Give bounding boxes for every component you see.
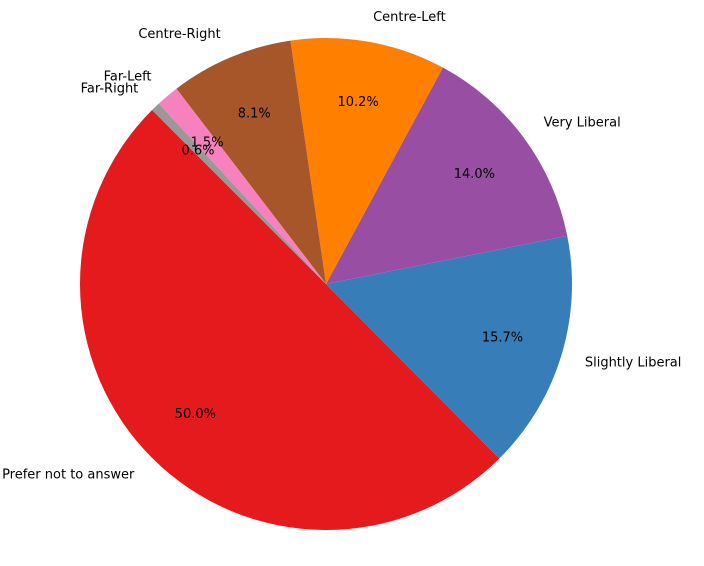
- pie-labels: 50.0% Prefer not to answer 15.7% Slightly L…: [2, 10, 681, 483]
- pie-percent-label: 15.7%: [482, 330, 523, 345]
- pie-slice-centre-right: [176, 40, 326, 284]
- pie-category-label: Far-Right: [81, 82, 139, 97]
- pie-category-label: Prefer not to answer: [2, 468, 135, 483]
- pie-category-label: Slightly Liberal: [585, 355, 682, 370]
- pie-slice-centre-left: [290, 38, 443, 285]
- pie-percent-label: 50.0%: [175, 407, 216, 422]
- pie-category-label: Centre-Left: [373, 10, 446, 25]
- pie-slice-very-liberal: [326, 67, 568, 284]
- pie-slice-prefer-not-to-answer: [80, 110, 500, 530]
- pie-slice-far-right: [152, 103, 326, 284]
- pie-slices: [80, 38, 572, 530]
- pie-category-label: Centre-Right: [138, 27, 220, 42]
- pie-percent-label: 10.2%: [337, 95, 378, 110]
- pie-slice-far-left: [158, 88, 326, 284]
- pie-percent-label: 0.6%: [182, 144, 215, 159]
- pie-percent-label: 8.1%: [238, 107, 271, 122]
- pie-slice-slightly-liberal: [326, 235, 572, 459]
- pie-category-label: Very Liberal: [544, 116, 621, 131]
- pie-category-label: Far-Left: [104, 70, 152, 85]
- pie-percent-label: 14.0%: [454, 167, 495, 182]
- pie-percent-label: 1.5%: [191, 135, 224, 150]
